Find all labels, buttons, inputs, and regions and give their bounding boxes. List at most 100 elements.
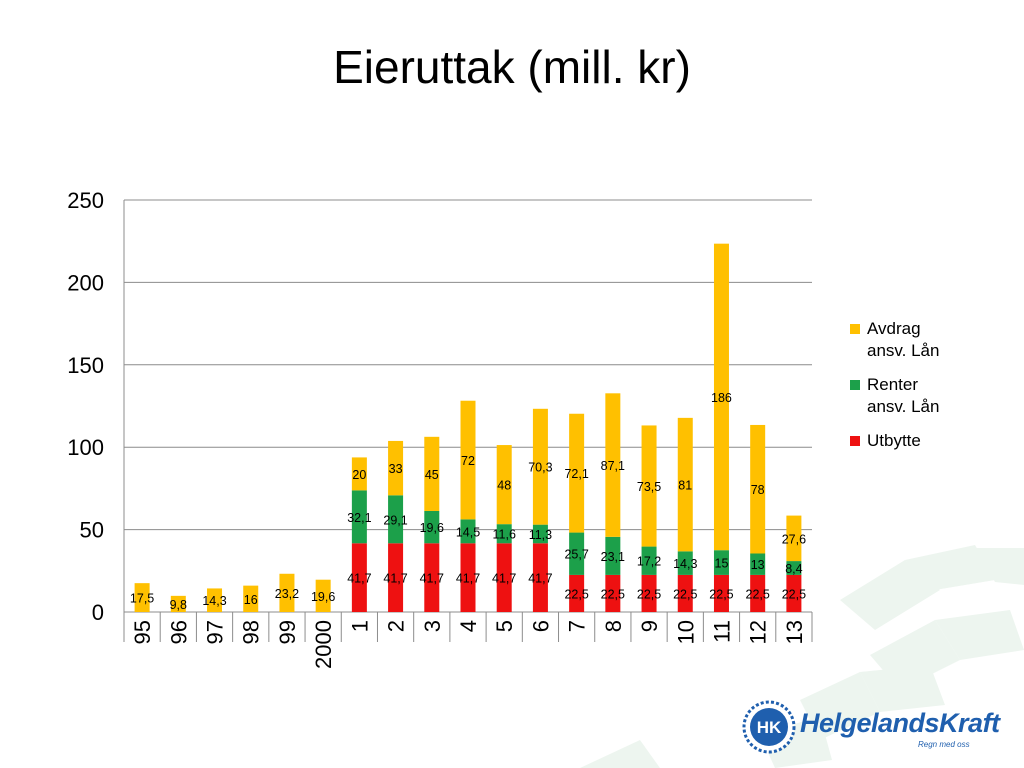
data-label: 22,5 — [709, 587, 733, 601]
bar-segment — [351, 543, 367, 612]
data-label: 22,5 — [637, 587, 661, 601]
data-label: 41,7 — [456, 572, 480, 586]
data-label: 22,5 — [782, 587, 806, 601]
bar-segment — [460, 400, 476, 520]
bar-segment — [388, 495, 404, 544]
data-label: 23,1 — [601, 550, 625, 564]
x-tick-label: 2000 — [311, 620, 336, 669]
bar-segment — [750, 553, 766, 575]
data-label: 27,6 — [782, 532, 806, 546]
legend-label-line2: ansv. Lån — [867, 397, 940, 416]
x-tick-label: 10 — [673, 620, 698, 644]
bar-segment — [786, 574, 802, 612]
bar-segment — [786, 561, 802, 575]
bar-segment — [460, 543, 476, 612]
bar-segment — [134, 583, 150, 612]
bar-segment — [207, 588, 223, 612]
data-label: 45 — [425, 468, 439, 482]
data-label: 17,5 — [130, 592, 154, 606]
background-decoration-6 — [860, 665, 945, 712]
data-label: 15 — [715, 557, 729, 571]
company-logo: HK HelgelandsKraft Regn med oss — [742, 700, 1002, 756]
y-tick-label: 150 — [67, 353, 104, 378]
data-label: 41,7 — [383, 572, 407, 586]
legend-item: Avdrag ansv. Lån — [850, 318, 1010, 362]
bar-segment — [641, 425, 657, 547]
background-decoration-1 — [905, 545, 995, 590]
x-tick-label: 12 — [746, 620, 771, 644]
legend-label: Utbytte — [867, 431, 921, 450]
x-tick-label: 95 — [130, 620, 155, 644]
x-tick-label: 1 — [347, 620, 372, 632]
data-label: 14,5 — [456, 525, 480, 539]
x-tick-label: 99 — [275, 620, 300, 644]
x-tick-label: 3 — [420, 620, 445, 632]
bar-segment — [605, 393, 621, 537]
bar-segment — [641, 546, 657, 575]
bar-segment — [424, 436, 440, 511]
data-label: 11,3 — [529, 528, 552, 542]
data-label: 72,1 — [564, 467, 588, 481]
bar-segment — [424, 543, 440, 612]
x-tick-label: 7 — [565, 620, 590, 632]
bar-segment — [243, 585, 259, 612]
data-label: 41,7 — [347, 572, 371, 586]
logo-tagline: Regn med oss — [918, 740, 970, 749]
x-tick-label: 97 — [203, 620, 228, 644]
y-tick-label: 50 — [80, 518, 104, 543]
data-label: 87,1 — [601, 459, 625, 473]
data-label: 22,5 — [746, 587, 770, 601]
x-tick-label: 13 — [782, 620, 807, 644]
data-label: 32,1 — [347, 511, 371, 525]
logo-emblem-icon: HK — [742, 700, 796, 754]
bar-segment — [713, 550, 729, 575]
bar-segment — [496, 445, 512, 525]
data-label: 41,7 — [492, 572, 516, 586]
bar-segment — [677, 417, 693, 552]
data-label: 72 — [461, 454, 475, 468]
bar-segment — [641, 574, 657, 612]
data-label: 78 — [751, 483, 765, 497]
chart-legend: Avdrag ansv. Lån Renter ansv. Lån Utbytte — [850, 318, 1010, 464]
bar-segment — [388, 440, 404, 496]
data-label: 22,5 — [673, 587, 697, 601]
data-label: 81 — [678, 479, 692, 493]
data-label: 14,3 — [202, 594, 226, 608]
bar-segment — [569, 574, 585, 612]
data-label: 25,7 — [564, 548, 588, 562]
data-label: 22,5 — [601, 587, 625, 601]
bar-segment — [315, 579, 331, 612]
x-tick-label: 4 — [456, 620, 481, 632]
data-label: 8,4 — [785, 562, 802, 576]
legend-swatch — [850, 380, 860, 390]
bar-segment — [786, 515, 802, 562]
bar-segment — [713, 574, 729, 612]
y-tick-label: 250 — [67, 188, 104, 213]
data-label: 20 — [352, 468, 366, 482]
bar-segment — [750, 574, 766, 612]
data-label: 9,8 — [170, 598, 187, 612]
y-tick-label: 100 — [67, 435, 104, 460]
data-label: 186 — [711, 391, 732, 405]
bar-segment — [532, 524, 548, 544]
bar-segment — [532, 408, 548, 525]
x-tick-label: 2 — [384, 620, 409, 632]
data-label: 14,3 — [673, 557, 697, 571]
data-label: 41,7 — [528, 572, 552, 586]
data-label: 48 — [497, 479, 511, 493]
x-tick-label: 11 — [709, 620, 734, 643]
bar-segment — [496, 543, 512, 612]
data-label: 73,5 — [637, 480, 661, 494]
x-tick-label: 98 — [239, 620, 264, 644]
data-label: 70,3 — [528, 461, 552, 475]
bar-segment — [351, 490, 367, 544]
page-title: Eieruttak (mill. kr) — [333, 41, 691, 93]
bar-segment — [677, 574, 693, 612]
legend-label-line2: ansv. Lån — [867, 341, 940, 360]
bar-segment — [279, 573, 295, 612]
bar-segment — [532, 543, 548, 612]
bar-segment — [569, 532, 585, 575]
data-label: 23,2 — [275, 587, 299, 601]
background-decoration-4 — [935, 610, 1024, 660]
